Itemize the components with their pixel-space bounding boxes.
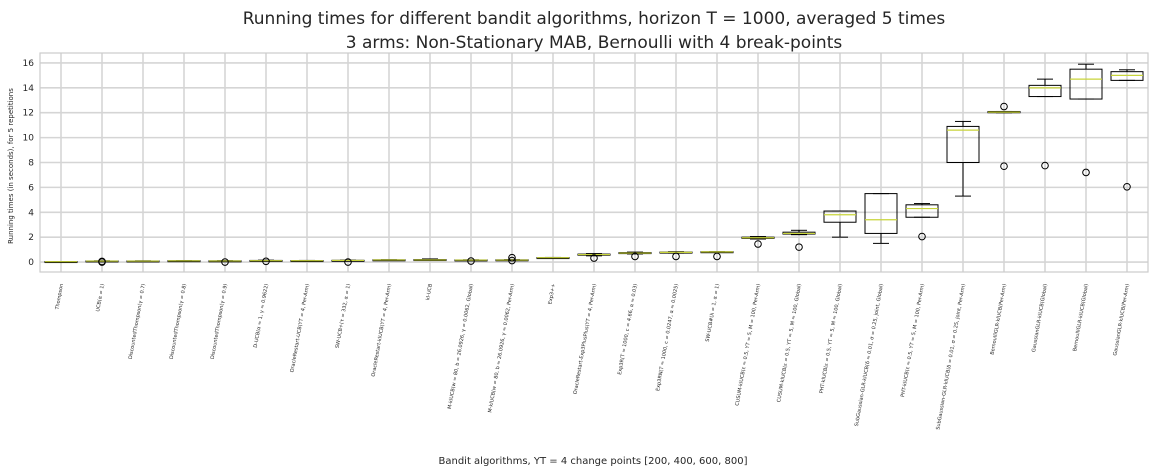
box-iqr — [864, 193, 898, 234]
box-15 — [659, 251, 693, 261]
grid-lines — [40, 53, 1148, 272]
chart-title-line1: Running times for different bandit algor… — [243, 9, 946, 29]
plot-area-frame — [39, 52, 1149, 273]
x-tick-label: SubGaussian-GLR-klUCB(δ = 0.01, σ = 0.25… — [854, 283, 885, 427]
x-tick-label: Exp3++ — [547, 283, 557, 305]
box-14 — [618, 251, 652, 261]
box-flier — [1123, 182, 1131, 191]
x-tick-label: CUSUM-klUCB(ε = 0.5, ΥT = 5, M = 100, Pe… — [735, 283, 762, 406]
x-tick-label: SW-UCB#(λ = 1, α = 1) — [705, 283, 721, 342]
x-tick-label: CUSUM-klUCB(ε = 0.5, ΥT = 5, M = 100, Gl… — [776, 283, 803, 403]
box-flier — [98, 257, 106, 266]
box-12 — [536, 256, 570, 260]
x-tick-label: SW-UCB+(τ = 332, α = 1) — [335, 283, 352, 348]
x-tick-label: D-UCB(α = 1, γ = 0.9622) — [253, 283, 270, 348]
box-flier — [344, 258, 352, 266]
box-iqr — [1110, 71, 1144, 81]
box-18 — [782, 229, 816, 251]
y-tick-label: 8 — [28, 159, 34, 169]
box-6 — [290, 259, 324, 263]
box-9 — [413, 258, 447, 262]
box-4 — [208, 258, 242, 266]
box-16 — [700, 251, 734, 261]
box-iqr — [1028, 84, 1062, 98]
x-tick-label: DiscountedThompson(γ = 0.7) — [128, 283, 147, 359]
box-flier — [631, 252, 639, 261]
x-tick-label: OracleRestart-klUCB(ΥT = 4, Per-Arm) — [371, 283, 393, 377]
box-flier — [508, 253, 516, 262]
x-tick-label: DiscountedThompson(γ = 0.8) — [169, 283, 188, 359]
box-3 — [167, 260, 201, 263]
box-20 — [864, 193, 898, 244]
y-tick-label: 14 — [23, 84, 35, 94]
y-tick-label: 16 — [23, 59, 35, 69]
box-23 — [987, 102, 1021, 171]
x-tick-label: OracleRestart-UCB(ΥT = 4, Per-Arm) — [289, 283, 311, 373]
box-iqr — [905, 204, 939, 218]
x-tick-label: Thompson — [54, 283, 65, 311]
box-17 — [741, 236, 775, 248]
box-19 — [823, 210, 857, 238]
box-flier — [795, 243, 803, 251]
box-flier — [918, 232, 926, 241]
box-0 — [44, 261, 78, 264]
box-flier — [508, 256, 516, 265]
x-tick-label: M-klUCB(w = 80, b = 26.0926, γ = 0.0062,… — [487, 283, 516, 413]
box-iqr — [946, 125, 980, 163]
x-tick-label: Exp3R(T = 1000, c = 4.66, α = 0.03) — [617, 283, 639, 375]
x-tick-label: BernoulliGLR-klUCB(Global) — [1072, 283, 1090, 352]
box-25 — [1069, 63, 1103, 177]
box-flier — [262, 257, 270, 266]
box-8 — [372, 259, 406, 262]
x-axis-tick-labels: Thompson UCB(α = 1) DiscountedThompson(γ =… — [54, 283, 1131, 431]
x-tick-label: kl-UCB — [425, 283, 434, 301]
chart-title-line2: 3 arms: Non-Stationary MAB, Bernoulli wi… — [346, 33, 843, 53]
box-5 — [249, 257, 283, 266]
box-13 — [577, 253, 611, 262]
y-tick-label: 4 — [28, 208, 34, 218]
box-flier — [1082, 168, 1090, 177]
box-flier — [672, 252, 680, 261]
box-26 — [1110, 69, 1144, 191]
box-21 — [905, 203, 939, 241]
y-tick-label: 10 — [23, 134, 35, 144]
x-tick-label: GaussianGLR-klUCB(Per-Arm) — [1112, 283, 1131, 356]
y-tick-label: 2 — [28, 233, 34, 243]
x-tick-label: BernoulliGLR-klUCB(Per-Arm) — [990, 283, 1008, 355]
box-24 — [1028, 78, 1062, 170]
box-flier — [467, 257, 475, 265]
box-flier — [590, 254, 598, 262]
box-iqr — [823, 210, 857, 223]
x-tick-label: Exp3RN(T = 1000, c = 0.0247, α = 0.0025) — [655, 283, 680, 391]
y-tick-label: 6 — [28, 183, 34, 193]
box-flier — [1041, 161, 1049, 170]
x-tick-label: DiscountedThompson(γ = 0.9) — [210, 283, 229, 359]
y-axis-ticks: 0 2 4 6 8 10 12 14 16 — [23, 59, 35, 268]
x-axis-label: Bandit algorithms, ΥT = 4 change points … — [439, 456, 748, 467]
x-tick-label: OracleRestart-Exp3PlusPlus(ΥT = 4, Per-A… — [573, 283, 598, 395]
x-tick-label: UCB(α = 1) — [95, 283, 106, 312]
x-tick-label: GaussianGLR-klUCB(Global) — [1031, 283, 1049, 352]
box-flier — [1000, 162, 1008, 171]
y-axis-label: Running times (in seconds), for 5 repeti… — [7, 88, 15, 244]
box-10 — [454, 257, 488, 265]
x-tick-label: SubGaussian-GLR-klUCB(δ = 0.01, σ = 0.25… — [935, 283, 967, 430]
box-1 — [85, 257, 119, 266]
box-series — [44, 63, 1144, 266]
x-tick-label: M-klUCB(w = 80, b = 26.0926, γ = 0.0062,… — [447, 283, 475, 409]
box-2 — [126, 260, 160, 263]
box-iqr — [1069, 68, 1103, 100]
box-22 — [946, 120, 980, 197]
box-flier — [713, 252, 721, 261]
box-11 — [495, 253, 529, 265]
box-flier — [221, 258, 229, 266]
y-tick-label: 12 — [23, 109, 34, 119]
y-tick-label: 0 — [28, 258, 34, 268]
x-tick-label: PHT-klUCB(ε = 0.5, ΥT = 5, M = 100, Per-… — [900, 283, 926, 397]
x-tick-label: PHT-klUCB(ε = 0.5, ΥT = 5, M = 100, Glob… — [819, 283, 844, 394]
box-7 — [331, 258, 365, 266]
box-flier — [1000, 102, 1008, 111]
box-flier — [754, 240, 762, 248]
